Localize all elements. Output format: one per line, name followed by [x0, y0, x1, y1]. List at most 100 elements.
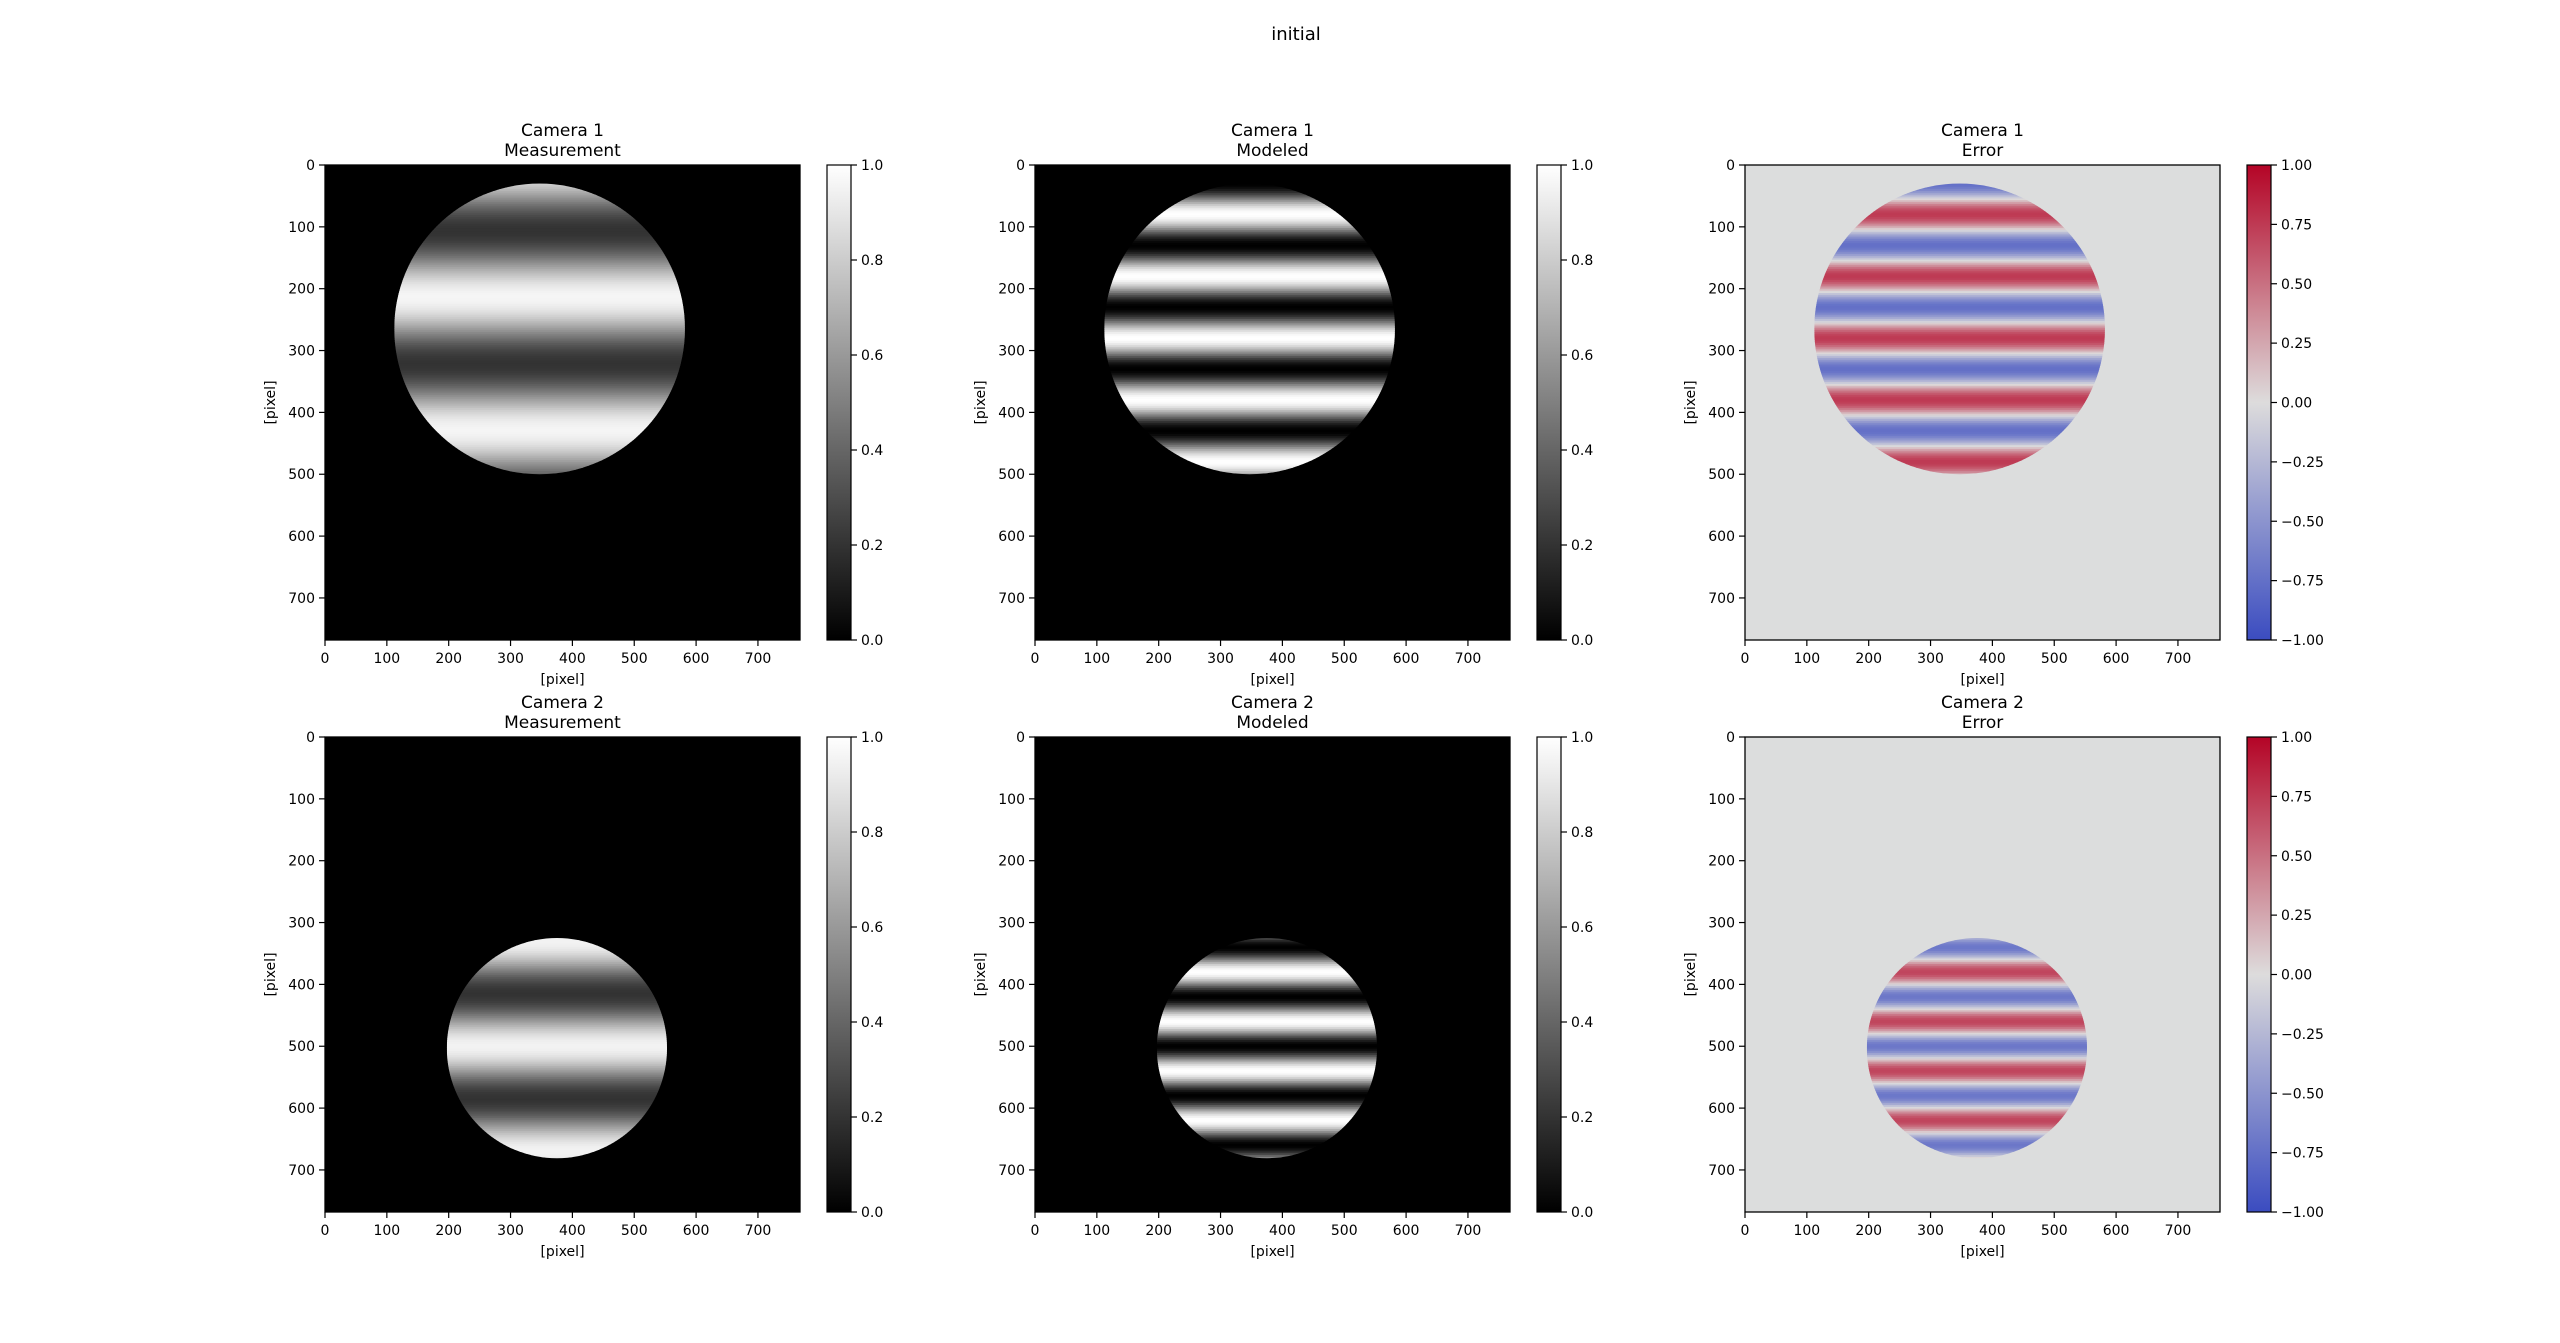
x-tick-label: 0	[321, 1223, 330, 1239]
fringe-band	[1104, 291, 1395, 294]
fringe-band	[394, 296, 685, 300]
fringe-band	[1156, 943, 1378, 947]
fringe-band	[1156, 1138, 1378, 1141]
y-tick-label: 700	[998, 1163, 1025, 1179]
fringe-band	[1814, 213, 2105, 216]
fringe-band	[1866, 1051, 2088, 1054]
fringe-band	[1156, 1001, 1378, 1004]
fringe-band	[1156, 1103, 1378, 1106]
fringe-band	[1866, 1054, 2088, 1058]
fringe-band	[394, 421, 685, 424]
x-tick-label: 700	[745, 651, 772, 667]
fringe-band	[1866, 1032, 2088, 1036]
fringe-band	[1104, 320, 1395, 324]
fringe-band	[394, 445, 685, 448]
fringe-band	[446, 962, 668, 965]
fringe-band	[1814, 281, 2105, 285]
fringe-band	[1104, 443, 1395, 446]
fringe-band	[1814, 367, 2105, 370]
fringe-band	[1814, 458, 2105, 461]
fringe-band	[1104, 281, 1395, 285]
fringe-band	[1104, 326, 1395, 329]
fringe-band	[1156, 1082, 1378, 1086]
fringe-band	[446, 958, 668, 961]
fringe-band	[1866, 1134, 2088, 1138]
fringe-band	[1814, 330, 2105, 333]
fringe-band	[394, 454, 685, 457]
fringe-band	[446, 991, 668, 995]
fringe-band	[394, 370, 685, 374]
fringe-band	[394, 304, 685, 307]
x-tick-label: 100	[1083, 1223, 1110, 1239]
fringe-band	[1156, 989, 1378, 993]
x-tick-label: 200	[1145, 1223, 1172, 1239]
fringe-band	[1814, 409, 2105, 413]
fringe-band	[394, 439, 685, 443]
fringe-band	[1814, 448, 2105, 452]
fringe-band	[1866, 1038, 2088, 1041]
fringe-band	[1156, 963, 1378, 967]
fringe-band	[1156, 1053, 1378, 1056]
fringe-band	[1866, 952, 2088, 956]
fringe-band	[1156, 1136, 1378, 1139]
fringe-band	[446, 1075, 668, 1078]
fringe-band	[1104, 346, 1395, 350]
fringe-band	[1814, 326, 2105, 329]
fringe-band	[1104, 237, 1395, 240]
fringe-band	[1814, 315, 2105, 318]
colorbar-tick-label: 0.75	[2281, 789, 2312, 805]
fringe-band	[1866, 1097, 2088, 1101]
fringe-band	[1104, 330, 1395, 333]
fringe-disc	[394, 183, 685, 475]
y-tick-label: 700	[288, 591, 315, 607]
fringe-band	[1866, 1077, 2088, 1080]
x-tick-label: 200	[435, 1223, 462, 1239]
fringe-band	[446, 1051, 668, 1054]
x-tick-label: 100	[373, 1223, 400, 1239]
fringe-band	[446, 943, 668, 947]
fringe-band	[446, 1058, 668, 1062]
fringe-band	[1814, 196, 2105, 199]
fringe-band	[1104, 244, 1395, 248]
fringe-band	[394, 393, 685, 396]
fringe-band	[1866, 1015, 2088, 1019]
fringe-band	[394, 272, 685, 276]
fringe-band	[446, 1028, 668, 1032]
fringe-band	[1814, 209, 2105, 212]
x-tick-label: 500	[2041, 1223, 2068, 1239]
fringe-band	[1814, 456, 2105, 459]
fringe-band	[394, 469, 685, 472]
fringe-band	[1104, 461, 1395, 465]
fringe-band	[1104, 350, 1395, 354]
fringe-band	[446, 1136, 668, 1139]
fringe-band	[1156, 1051, 1378, 1054]
fringe-band	[1104, 189, 1395, 192]
colorbar-tick-label: −0.25	[2281, 455, 2324, 471]
colorbar-tick-label: 0.25	[2281, 908, 2312, 924]
fringe-band	[1814, 356, 2105, 359]
fringe-band	[394, 402, 685, 405]
fringe-band	[1104, 203, 1395, 207]
fringe-band	[394, 187, 685, 190]
fringe-band	[1866, 1130, 2088, 1134]
fringe-band	[1814, 473, 2105, 475]
fringe-band	[1866, 958, 2088, 961]
fringe-band	[1866, 1153, 2088, 1156]
fringe-band	[1156, 1147, 1378, 1151]
fringe-band	[1156, 1095, 1378, 1099]
colorbar-tick-label: 0.25	[2281, 336, 2312, 352]
y-tick-label: 400	[288, 977, 315, 993]
fringe-band	[1104, 185, 1395, 188]
fringe-band	[1866, 1125, 2088, 1128]
fringe-band	[1156, 1041, 1378, 1045]
fringe-band	[1814, 408, 2105, 411]
fringe-band	[1814, 382, 2105, 385]
fringe-band	[1814, 421, 2105, 424]
fringe-band	[1866, 1075, 2088, 1078]
colorbar-tick-label: −0.50	[2281, 1086, 2324, 1102]
fringe-band	[446, 1149, 668, 1152]
subplot-subtitle: Error	[1962, 713, 2003, 733]
fringe-band	[1156, 1119, 1378, 1123]
